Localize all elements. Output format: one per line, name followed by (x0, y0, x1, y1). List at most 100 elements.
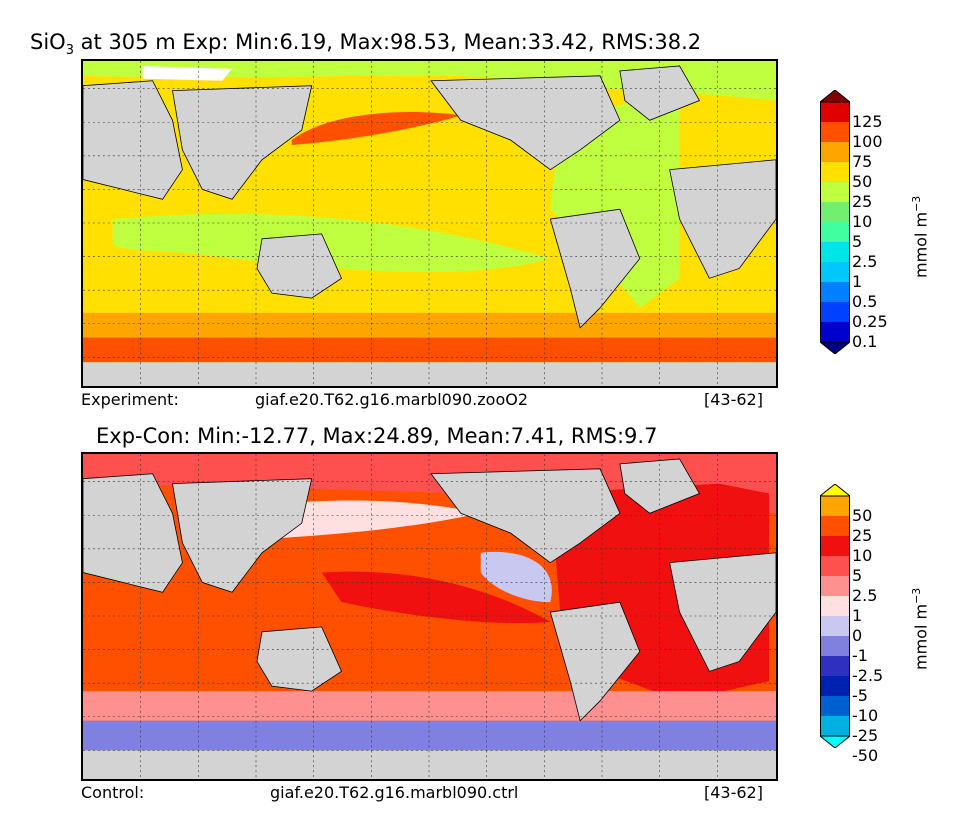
unit-exponent: −3 (910, 587, 923, 604)
top-colorbar-tick-label: 0.5 (852, 292, 878, 311)
unit-exponent: −3 (910, 195, 923, 212)
top-colorbar-band (820, 242, 850, 262)
southern-low (83, 720, 776, 751)
experiment-map (81, 59, 778, 388)
bottom-colorbar-tick-label: 25 (852, 526, 873, 545)
antarctica (83, 362, 776, 386)
top-colorbar-tick-label: 0.25 (852, 312, 888, 331)
top-colorbar-ticks: 125 100 75 50 25 10 5 2.5 1 0.5 0.25 0.1 (852, 90, 912, 354)
bottom-colorbar-unit: mmol m−3 (910, 588, 930, 670)
top-colorbar-band (820, 282, 850, 302)
top-colorbar-band (820, 122, 850, 142)
bottom-footer-label: Control: (81, 783, 145, 802)
difference-map-canvas (83, 454, 776, 779)
bottom-colorbar-tick-label: -2.5 (852, 666, 884, 685)
top-colorbar-band (820, 322, 850, 342)
bottom-colorbar-extend-max (820, 484, 850, 497)
southern-band-2 (83, 337, 776, 363)
top-colorbar-tick-label: 125 (852, 112, 883, 131)
top-colorbar-tick-label: 1 (852, 272, 863, 291)
graticule (83, 61, 776, 386)
top-colorbar-band (820, 102, 850, 122)
top-colorbar-band (820, 202, 850, 222)
difference-map (81, 452, 778, 781)
land-australia (256, 233, 343, 299)
bottom-colorbar-band (820, 516, 850, 536)
bottom-colorbar-band (820, 596, 850, 616)
top-footer-case: giaf.e20.T62.g16.marbl090.zooO2 (255, 390, 529, 409)
land-greenland (619, 458, 701, 514)
bottom-footer-years: [43-62] (704, 783, 763, 802)
north-pacific-high (291, 112, 461, 145)
top-map-title: SiO3 at 305 m Exp: Min:6.19, Max:98.53, … (30, 30, 701, 58)
land-north-america (430, 468, 621, 564)
top-colorbar-tick-label: 10 (852, 212, 873, 231)
arctic-band (83, 61, 776, 101)
bottom-colorbar-tick-label: 5 (852, 566, 863, 585)
top-colorbar-unit: mmol m−3 (910, 196, 930, 278)
antarctica (83, 750, 776, 779)
top-colorbar-band (820, 222, 850, 242)
top-colorbar-tick-label: 25 (852, 192, 873, 211)
top-colorbar (820, 90, 850, 354)
top-colorbar-extend-max (820, 90, 850, 103)
land-asia-east (172, 85, 313, 200)
top-colorbar-tick-label: 5 (852, 232, 863, 251)
land-asia-west (83, 80, 183, 200)
tropical-low-band (112, 213, 551, 273)
bottom-colorbar-band (820, 496, 850, 516)
bottom-colorbar-tick-label: -1 (852, 646, 868, 665)
bottom-colorbar (820, 484, 850, 748)
bottom-colorbar-band (820, 556, 850, 576)
title-species: SiO (30, 30, 66, 54)
bottom-colorbar-tick-label: -5 (852, 686, 868, 705)
bottom-colorbar-band (820, 576, 850, 596)
top-colorbar-extend-min (820, 341, 850, 354)
bottom-colorbar-tick-label: -25 (852, 726, 879, 745)
bottom-colorbar-band (820, 696, 850, 716)
bottom-colorbar-tick-label: -10 (852, 706, 879, 725)
bottom-colorbar-extend-min (820, 735, 850, 748)
east-pacific-low (480, 551, 552, 603)
bottom-colorbar-ticks: 50 25 10 5 2.5 1 0 -1 -2.5 -5 -10 -25 -50 (852, 484, 912, 764)
experiment-map-canvas (83, 61, 776, 386)
pacific-tongue (321, 571, 551, 624)
top-footer-years: [43-62] (704, 390, 763, 409)
top-colorbar-frame (820, 101, 850, 343)
land-south-america (549, 601, 641, 722)
land-asia-west (83, 473, 183, 593)
top-colorbar-band (820, 182, 850, 202)
bottom-colorbar-tick-label: 0 (852, 626, 863, 645)
bottom-colorbar-band (820, 716, 850, 736)
bottom-colorbar-tick-label: 50 (852, 506, 873, 525)
bottom-colorbar-band (820, 676, 850, 696)
title-stats: at 305 m Exp: Min:6.19, Max:98.53, Mean:… (73, 30, 702, 54)
bottom-colorbar-tick-label: 2.5 (852, 586, 878, 605)
bottom-colorbar-band (820, 616, 850, 636)
land-north-america (430, 75, 621, 171)
top-colorbar-tick-label: 75 (852, 152, 873, 171)
land-australia (256, 626, 343, 692)
title-subscript: 3 (65, 43, 74, 59)
top-colorbar-tick-label: 2.5 (852, 252, 878, 271)
unit-label: mmol m (911, 603, 931, 670)
land-south-america (549, 208, 641, 329)
bottom-colorbar-tick-label: 1 (852, 606, 863, 625)
bottom-colorbar-tick-label: -50 (852, 746, 879, 765)
bottom-colorbar-band (820, 536, 850, 556)
land-greenland (619, 65, 701, 121)
top-footer-label: Experiment: (81, 390, 179, 409)
sea-ice-patch (142, 65, 233, 81)
bottom-colorbar-band (820, 636, 850, 656)
southern-transition (83, 691, 776, 721)
bottom-colorbar-band (820, 656, 850, 676)
top-colorbar-band (820, 142, 850, 162)
land-asia-east (172, 478, 313, 593)
top-colorbar-tick-label: 50 (852, 172, 873, 191)
bottom-colorbar-tick-label: 10 (852, 546, 873, 565)
top-colorbar-band (820, 302, 850, 322)
north-pacific-low (281, 500, 481, 538)
bottom-map-title: Exp-Con: Min:-12.77, Max:24.89, Mean:7.4… (96, 424, 658, 448)
top-colorbar-tick-label: 100 (852, 132, 883, 151)
top-colorbar-band (820, 162, 850, 182)
